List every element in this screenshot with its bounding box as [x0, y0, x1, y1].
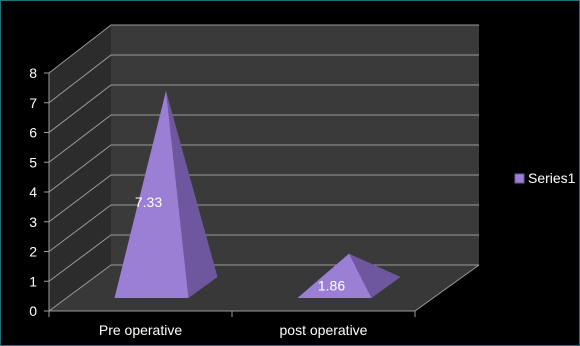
x-category-label: post operative: [280, 322, 368, 338]
y-tick-label: 3: [29, 214, 37, 230]
legend-label-series1: Series1: [528, 170, 576, 186]
y-tick-label: 6: [29, 125, 37, 141]
gridline: [48, 24, 479, 74]
legend: Series1: [514, 170, 576, 186]
pyramid-front-face: [297, 253, 372, 298]
pyramid-front-face: [114, 90, 189, 299]
legend-swatch-series1: [514, 173, 525, 184]
gridline: [48, 54, 479, 104]
data-labels: 7.33 1.86: [135, 194, 345, 294]
gridline: [48, 204, 479, 252]
gridline: [48, 84, 479, 133]
y-tick-label: 4: [29, 184, 37, 200]
gridline: [48, 234, 479, 282]
y-tick-label: 1: [29, 273, 37, 289]
y-tick-label: 0: [29, 303, 37, 319]
gridline: [48, 114, 479, 163]
floor: [49, 265, 479, 311]
y-tick-label: 8: [29, 65, 37, 81]
pyramid-side-face: [349, 253, 401, 298]
x-category-label: Pre operative: [99, 322, 182, 338]
pyramid-side-face: [166, 90, 218, 299]
series-marks: [114, 90, 401, 299]
y-axis: 0 1 2 3 4 5 6 7 8: [29, 65, 50, 319]
y-tick-label: 2: [29, 244, 37, 260]
floor-edge: [414, 264, 480, 312]
data-label: 1.86: [318, 278, 345, 294]
y-tick-label: 7: [29, 95, 37, 111]
gridline: [48, 174, 479, 223]
x-axis: Pre operative post operative: [48, 264, 480, 338]
gridline: [48, 144, 479, 193]
data-label: 7.33: [135, 194, 162, 210]
y-tick-label: 5: [29, 154, 37, 170]
